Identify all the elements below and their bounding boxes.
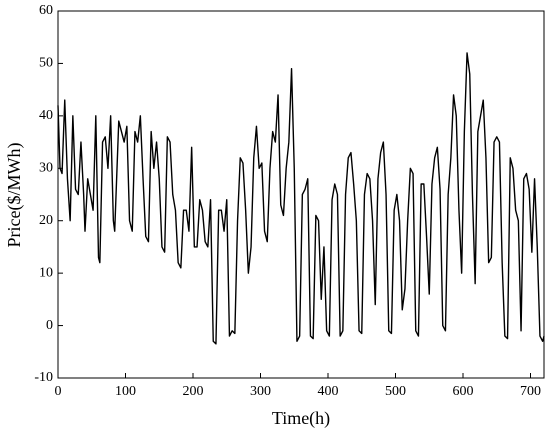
y-tick-label: 10 [39,265,53,280]
x-tick-label: 600 [453,384,474,399]
y-tick-label: 50 [39,56,53,71]
price-line [57,52,545,345]
x-tick-label: 100 [115,384,136,399]
x-tick-label: 300 [250,384,271,399]
x-tick-label: 400 [318,384,339,399]
y-axis-label: Price($/MWh) [4,143,25,248]
y-tick-label: 60 [39,3,53,18]
x-tick-label: 0 [55,384,62,399]
x-axis-label: Time(h) [272,408,330,429]
y-tick-label: 40 [39,108,53,123]
y-tick-label: 0 [46,318,53,333]
y-tick-label: -10 [34,370,53,385]
x-tick-label: 700 [520,384,541,399]
y-tick-label: 30 [39,161,53,176]
x-tick-label: 200 [183,384,204,399]
plot-frame [57,10,545,379]
x-tick-label: 500 [385,384,406,399]
y-tick-label: 20 [39,213,53,228]
